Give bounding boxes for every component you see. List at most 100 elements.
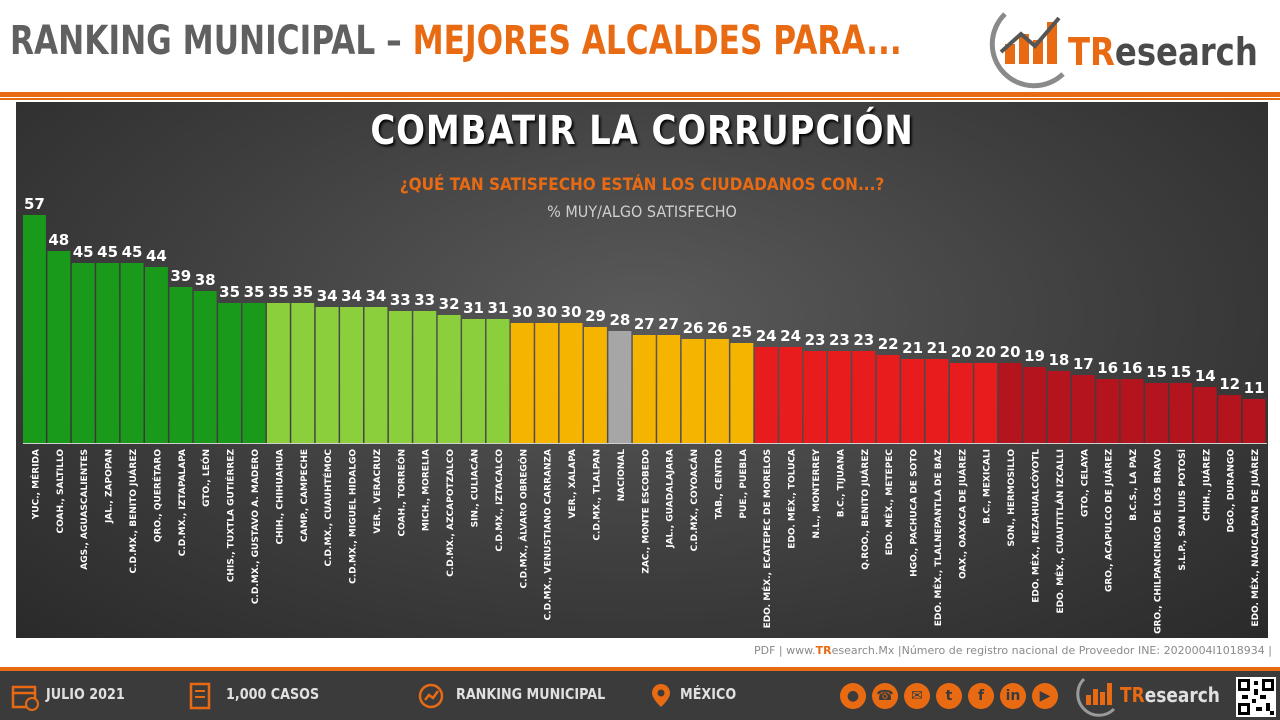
data-label: 20 (951, 343, 972, 361)
data-label: 35 (268, 283, 289, 301)
bar (388, 311, 412, 443)
data-label: 23 (853, 331, 874, 349)
data-label: 23 (829, 331, 850, 349)
header: RANKING MUNICIPAL – MEJORES ALCALDES PAR… (0, 0, 1280, 92)
data-label: 14 (1195, 367, 1216, 385)
tick-label: N.L., MONTERREY (812, 449, 822, 539)
tick-label: CAMP., CAMPECHE (300, 449, 310, 542)
data-label: 31 (463, 299, 484, 317)
bar (901, 359, 924, 443)
bar (974, 363, 998, 443)
footer-date: JULIO 2021 (46, 685, 125, 703)
bar (242, 303, 266, 443)
calendar-icon (11, 685, 39, 711)
bar (120, 263, 144, 443)
ranking-chart-icon (418, 683, 444, 709)
tick-label: SON., HERMOSILLO (1007, 449, 1017, 547)
data-label: 19 (1024, 347, 1045, 365)
bar (827, 351, 851, 443)
data-label: 35 (292, 283, 313, 301)
bar (998, 363, 1022, 443)
bar (1242, 399, 1266, 443)
bar (754, 347, 778, 443)
tresearch-logo-icon (989, 12, 1065, 89)
tick-label: AGS., AGUASCALIENTES (80, 449, 90, 570)
chart-ylabel: % MUY/ALGO SATISFECHO (547, 202, 737, 221)
tick-label: NACIONAL (617, 449, 627, 502)
bar (364, 307, 388, 443)
email-icon[interactable]: ✉ (904, 683, 930, 709)
tick-label: GTO., LEÓN (200, 449, 212, 507)
tick-label: QRO., QUERÉTARO (151, 449, 163, 543)
data-label: 11 (1244, 379, 1265, 397)
tick-label: SIN., CULIACÁN (469, 449, 481, 527)
tick-label: DGO., DURANGO (1227, 449, 1237, 533)
footnote-brand: TR (815, 644, 832, 657)
youtube-icon[interactable]: ▶ (1032, 683, 1058, 709)
bar (730, 343, 754, 443)
tick-label: EDO. MÉX., TLALNEPANTLA DE BAZ (932, 449, 944, 627)
tick-label: B.C.S., LA PAZ (1129, 449, 1139, 521)
bar (1193, 387, 1217, 443)
tick-label: VER., VERACRUZ (373, 449, 383, 534)
bar (949, 363, 973, 443)
bar (462, 319, 485, 443)
tick-label: COAH., TORREÓN (395, 449, 407, 536)
footer-bar: JULIO 2021 1,000 CASOS RANKING MUNICIPAL… (0, 667, 1280, 720)
bar (803, 351, 827, 443)
logo-text-tr: TR (1068, 30, 1115, 74)
data-label: 20 (1000, 343, 1021, 361)
footnote-post: esearch.Mx |Número de registro nacional … (831, 644, 1272, 657)
logo-text: TResearch (1068, 30, 1258, 74)
bar (315, 307, 339, 443)
tick-label: C.D.MX., VENUSTIANO CARRANZA (544, 449, 554, 620)
tick-label: EDO. MÉX., NAUCALPAN DE JUÁREZ (1249, 449, 1261, 627)
logo-text-rest: esearch (1114, 30, 1258, 74)
tick-label: CHIS., TUXTLA GUTIÉRREZ (225, 449, 237, 583)
bar (145, 267, 168, 443)
bar (340, 307, 363, 443)
data-label: 45 (122, 243, 143, 261)
tick-label: CHIH., CHIHUAHUA (275, 449, 285, 545)
bar (413, 311, 437, 443)
data-label: 15 (1170, 363, 1191, 381)
bar (169, 287, 193, 443)
tick-label: C.D.MX., IZTAPALAPA (178, 449, 188, 556)
data-label: 26 (707, 319, 728, 337)
tick-label: VER., XALAPA (568, 449, 578, 519)
bar (71, 263, 95, 443)
data-label: 33 (414, 291, 435, 309)
data-label: 45 (73, 243, 94, 261)
bar (584, 327, 607, 443)
bar (218, 303, 241, 443)
tick-label: B.C., TIJUANA (836, 449, 846, 517)
bar (706, 339, 729, 443)
footnote: PDF | www.TResearch.Mx |Número de regist… (700, 644, 1272, 657)
bar (96, 263, 120, 443)
data-label: 30 (512, 303, 533, 321)
phone-icon[interactable]: ☎ (872, 683, 898, 709)
tick-label: MICH., MORELIA (422, 449, 432, 531)
bar-chart: 57 YUC., MÉRIDA 48 COAH., SALTILLO 45 AGS., A… (23, 195, 1267, 634)
data-label: 44 (146, 247, 167, 265)
tick-label: Q.ROO., BENITO JUÁREZ (859, 449, 871, 570)
linkedin-icon[interactable]: in (1000, 683, 1026, 709)
qr-code-icon[interactable] (1236, 677, 1276, 717)
footer-logo-text: TResearch (1120, 683, 1220, 707)
bar (535, 323, 559, 443)
tick-label: C.D.MX., AZCAPOTZALCO (446, 449, 456, 577)
tick-label: YUC., MÉRIDA (29, 449, 41, 520)
footer-ranking: RANKING MUNICIPAL (456, 685, 606, 703)
bar (291, 303, 315, 443)
twitter-icon[interactable]: t (936, 683, 962, 709)
chart-title: COMBATIR LA CORRUPCIÓN (370, 108, 914, 154)
bar (876, 355, 900, 443)
divider (0, 98, 1280, 100)
facebook-icon[interactable]: f (968, 683, 994, 709)
tick-label: EDO. MÉX., NEZAHUALCÓYOTL (1030, 449, 1042, 603)
data-label: 57 (24, 195, 45, 213)
data-label: 35 (219, 283, 240, 301)
data-label: 29 (585, 307, 606, 325)
footer-logo-rest: esearch (1144, 683, 1220, 707)
globe-icon[interactable]: ● (840, 683, 866, 709)
